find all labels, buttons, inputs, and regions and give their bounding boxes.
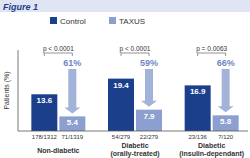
data-label: 5.4 — [67, 118, 79, 127]
category-label-line: (orally-treated) — [110, 150, 159, 158]
count-label: 7/120 — [218, 134, 234, 140]
p-bracket — [198, 53, 226, 56]
y-axis-line — [18, 50, 19, 131]
count-label: 22/279 — [140, 134, 159, 140]
category-label: Diabetic(insulin-dependant) — [179, 142, 244, 158]
data-label: 13.6 — [37, 96, 53, 105]
reduction: 61% — [63, 58, 81, 68]
header-bar — [0, 0, 250, 12]
reduction-arrow — [141, 69, 157, 107]
reduction-arrow — [218, 69, 234, 112]
category-label-line: Diabetic — [121, 142, 148, 149]
count-label: 54/279 — [112, 134, 131, 140]
reduction-arrow — [64, 69, 80, 113]
count-label: 71/1319 — [61, 134, 83, 140]
category-label: Diabetic(orally-treated) — [110, 142, 159, 158]
p-value: p < 0.0001 — [43, 45, 74, 53]
bar — [136, 110, 162, 131]
legend-swatch — [109, 17, 116, 24]
data-label: 5.8 — [220, 117, 232, 126]
data-label: 7.9 — [143, 112, 155, 121]
bar — [59, 116, 85, 131]
chart-container: Figure 1 Control TAXUS Patients (%) 13.6 178/… — [0, 0, 250, 158]
p-value: p = 0.0063 — [196, 45, 227, 53]
count-label: 178/1312 — [32, 134, 58, 140]
category-label: Non-diabetic — [37, 147, 79, 154]
category-label-line: Diabetic — [198, 142, 225, 149]
p-bracket — [44, 53, 72, 56]
x-axis-line — [18, 131, 248, 132]
data-label: 19.4 — [113, 81, 129, 90]
legend-swatch — [50, 17, 57, 24]
bar — [213, 115, 239, 131]
reduction: 59% — [140, 58, 158, 68]
chart: Figure 1 Control TAXUS Patients (%) 13.6 178/… — [0, 0, 250, 158]
category-label-line: Non-diabetic — [37, 147, 79, 154]
p-bracket — [121, 53, 149, 56]
bar — [185, 85, 211, 131]
bar — [108, 79, 134, 131]
bar — [31, 94, 57, 131]
category-label-line: (insulin-dependant) — [179, 150, 244, 158]
title: Figure 1 — [3, 2, 38, 12]
data-label: 16.9 — [190, 87, 206, 96]
reduction: 66% — [217, 58, 235, 68]
bars — [31, 79, 238, 131]
p-value: p < 0.0001 — [120, 45, 151, 53]
legend-label: Control — [60, 17, 86, 26]
y-axis-label: Patients (%) — [3, 71, 11, 109]
count-label: 23/136 — [188, 134, 207, 140]
legend-label: TAXUS — [119, 17, 145, 26]
